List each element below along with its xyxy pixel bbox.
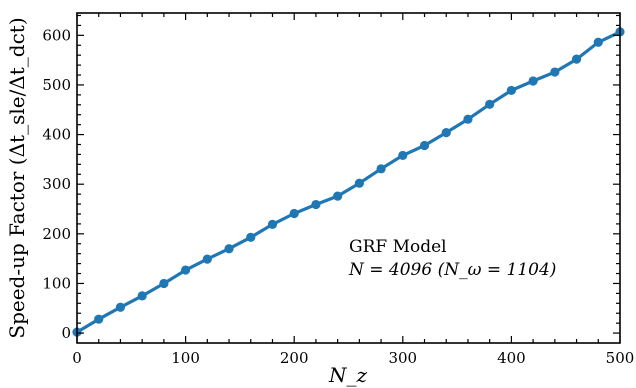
x-tick-label: 0 xyxy=(72,349,82,367)
x-tick-label: 100 xyxy=(171,349,200,367)
y-tick-label: 500 xyxy=(42,76,71,94)
data-point xyxy=(528,76,538,86)
data-point xyxy=(550,67,560,77)
y-tick-label: 400 xyxy=(42,126,71,144)
data-point xyxy=(94,314,104,324)
data-point xyxy=(311,199,321,210)
y-tick-label: 200 xyxy=(42,225,71,243)
data-point xyxy=(354,178,364,188)
y-tick-label: 300 xyxy=(42,175,71,193)
data-point xyxy=(485,99,495,109)
data-point xyxy=(593,37,603,47)
y-tick-label: 0 xyxy=(61,324,71,342)
y-axis-label: Speed-up Factor (Δt_sle/Δt_dct) xyxy=(5,17,29,338)
data-point xyxy=(289,208,299,219)
x-tick-label: 500 xyxy=(606,349,635,367)
y-tick-label: 100 xyxy=(42,274,71,292)
data-point xyxy=(441,127,451,138)
series-line xyxy=(76,30,621,334)
annotation-params: N = 4096 (N_ω = 1104) xyxy=(348,260,556,280)
plot-area xyxy=(72,27,625,337)
data-point xyxy=(333,191,343,201)
data-point xyxy=(571,54,582,64)
data-point xyxy=(246,232,256,242)
data-point xyxy=(376,164,386,174)
data-point xyxy=(463,114,473,124)
y-tick-label: 600 xyxy=(42,26,71,44)
data-point xyxy=(506,85,516,96)
data-point xyxy=(267,219,278,229)
x-tick-label: 400 xyxy=(497,349,526,367)
x-axis-label: N_z xyxy=(328,363,368,387)
data-point xyxy=(115,302,126,312)
data-point xyxy=(398,150,408,161)
data-point xyxy=(419,140,430,151)
data-point xyxy=(181,265,191,275)
x-tick-label: 300 xyxy=(388,349,417,367)
data-point xyxy=(224,244,234,254)
axes-frame xyxy=(76,12,621,344)
annotation-model: GRF Model xyxy=(349,237,447,257)
x-tick-label: 200 xyxy=(280,349,309,367)
data-point xyxy=(159,278,169,289)
axis-ticks: 0 100 200 300 400 500 0 100 200 300 400 500 600 xyxy=(42,13,634,367)
data-point xyxy=(202,254,212,264)
data-point xyxy=(137,291,147,301)
